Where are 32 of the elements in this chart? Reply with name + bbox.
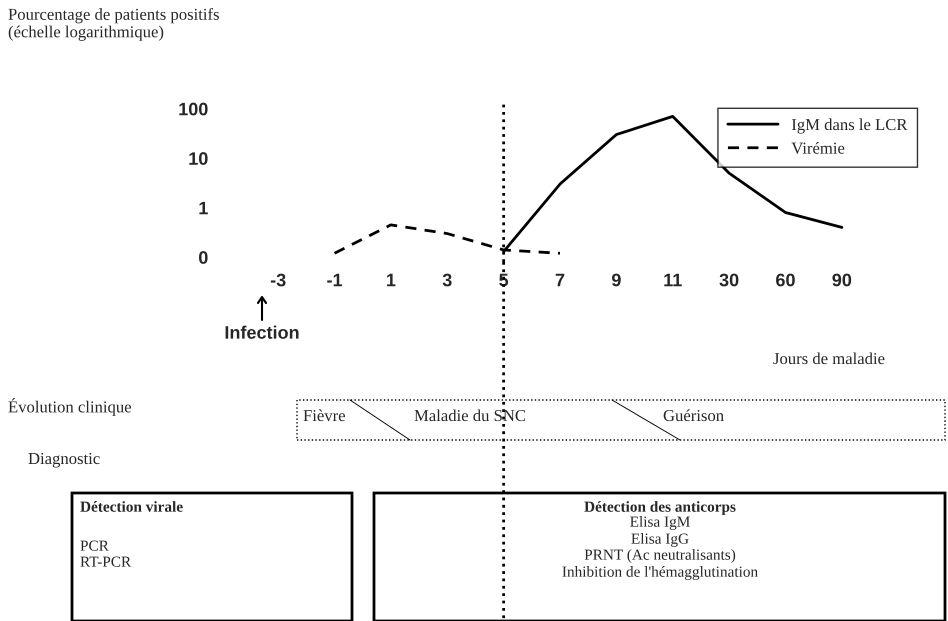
y-tick-label: 0 [199, 251, 208, 264]
y-tick-label: 10 [189, 152, 208, 165]
text: Elisa IgM [630, 516, 690, 530]
x-tick-label: 90 [832, 274, 852, 286]
x-tick-label: 30 [719, 274, 738, 286]
x-tick-label: 3 [442, 274, 452, 286]
x-tick-label: 60 [776, 274, 795, 286]
legend-label: IgM dans le LCR [792, 118, 908, 134]
x-tick-label: 7 [556, 274, 564, 286]
y-tick-label: 1 [199, 202, 208, 214]
x-tick-label: 1 [387, 274, 396, 286]
text: Détection des anticorps [584, 501, 736, 515]
text: Évolution clinique [8, 398, 132, 416]
text: Maladie du SNC [414, 409, 526, 422]
text: Détection virale [80, 501, 183, 512]
y-tick-label: 100 [179, 102, 208, 116]
x-tick-label: -3 [270, 274, 286, 286]
text: PRNT (Ac neutralisants) [584, 549, 736, 563]
text: Diagnostic [28, 452, 100, 468]
text: RT-PCR [80, 556, 132, 567]
text: Infection [226, 326, 298, 339]
x-axis-title: Jours de maladie [773, 352, 884, 364]
x-tick-label: 11 [664, 274, 682, 286]
text: Guérison [664, 409, 724, 422]
text: Inhibition de l'hémagglutination [562, 566, 758, 580]
x-tick-label: 9 [612, 274, 621, 286]
legend-label: Virémie [791, 142, 844, 154]
text: Fièvre [303, 409, 345, 422]
x-tick-label: -1 [327, 274, 342, 286]
text: PCR [80, 540, 109, 551]
y-axis-title: Pourcentage de patients positifs (échelle logarithmique) [8, 8, 219, 41]
text: Elisa IgG [631, 533, 689, 547]
